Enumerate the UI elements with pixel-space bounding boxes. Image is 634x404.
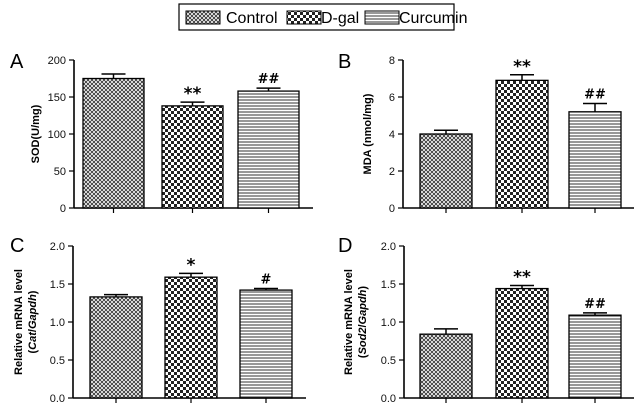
bar-control (419, 333, 473, 399)
y-tick-label: 0 (60, 203, 66, 215)
y-tick-label: 50 (54, 166, 66, 178)
y-axis-label-part: / (27, 329, 39, 332)
y-axis-label-part: Sod2 (357, 328, 369, 355)
y-tick-label: 200 (48, 55, 66, 67)
bar-control (82, 77, 145, 209)
significance-star-mark: * (187, 255, 196, 275)
significance-hash-mark: # (261, 273, 272, 288)
y-tick-label: 100 (48, 129, 66, 141)
legend-swatch-control (185, 10, 221, 25)
bar-curcumin (568, 314, 622, 399)
y-tick-label: 1.5 (381, 279, 396, 291)
significance-hash-mark: ## (258, 72, 280, 87)
y-tick-label: 2 (389, 166, 395, 178)
y-tick-label: 0.0 (50, 393, 65, 404)
bar-control (419, 133, 473, 209)
y-tick-label: 1.0 (50, 317, 65, 329)
y-tick-label: 2.0 (381, 241, 396, 253)
bar-control (89, 296, 143, 399)
bar-d-gal (495, 79, 549, 209)
y-tick-label: 0.0 (381, 393, 396, 404)
y-axis-label-part: / (357, 324, 369, 327)
significance-hash-mark: ## (584, 87, 606, 102)
y-axis-label-part: Gapdh (27, 294, 39, 329)
y-tick-label: 1.5 (50, 279, 65, 291)
legend: Control D-gal Curcumin (178, 3, 467, 31)
significance-star-mark: ** (184, 84, 202, 104)
panel-letter: A (10, 51, 24, 73)
legend-swatch-curcumin (364, 10, 400, 25)
significance-star-mark: ** (513, 57, 531, 77)
panel-a: A 0 50 100 150 200 ** ## SOD(U/mg) (10, 51, 313, 215)
y-axis-label-line1: Relative mRNA level (343, 269, 355, 375)
panel-letter: D (338, 235, 352, 257)
panel-c: C 0.0 0.5 1.0 1.5 2.0 * # Relative mRNA level (Ca… (10, 235, 306, 404)
y-tick-label: 0.5 (381, 355, 396, 367)
panel-b: B 0 2 4 6 8 ** ## MDA (nmol/mg) (338, 51, 634, 215)
y-axis-label: MDA (nmol/mg) (362, 93, 374, 174)
bar-curcumin (568, 111, 622, 209)
y-tick-label: 1.0 (381, 317, 396, 329)
legend-label-curcumin: Curcumin (399, 10, 467, 27)
y-tick-label: 6 (389, 92, 395, 104)
y-axis-label-line1: Relative mRNA level (13, 269, 25, 375)
y-axis-label-part: ( (27, 349, 39, 353)
bar-d-gal (495, 287, 549, 399)
y-axis-label-part: Cat (27, 331, 39, 350)
y-axis-label-part: ) (27, 290, 39, 294)
bar-curcumin (237, 90, 300, 209)
y-tick-label: 0 (389, 203, 395, 215)
legend-label-d-gal: D-gal (321, 10, 359, 27)
y-axis-label-line2: (Sod2/Gapdh) (357, 286, 369, 358)
y-axis-label-part: Gapdh (357, 289, 369, 324)
y-tick-label: 8 (389, 55, 395, 67)
y-tick-label: 0.5 (50, 355, 65, 367)
y-axis-label-part: ) (357, 286, 369, 290)
y-tick-label: 150 (48, 92, 66, 104)
legend-swatch-d-gal (286, 10, 322, 25)
y-axis-label-part: ( (357, 354, 369, 358)
y-tick-label: 4 (389, 129, 395, 141)
panel-d: D 0.0 0.5 1.0 1.5 2.0 ** ## Relative mRNA level(… (338, 235, 634, 404)
legend-label-control: Control (226, 10, 278, 27)
bar-d-gal (161, 105, 224, 209)
significance-hash-mark: ## (584, 297, 606, 312)
y-tick-label: 2.0 (50, 241, 65, 253)
bar-d-gal (164, 276, 218, 399)
bar-curcumin (239, 289, 293, 399)
chart-panels: A 0 50 100 150 200 ** ## SOD(U/mg) B 0 2 4 6 8 ** ## MDA … (10, 51, 634, 404)
significance-star-mark: ** (513, 268, 531, 288)
panel-letter: B (338, 51, 351, 73)
y-axis-label: SOD(U/mg) (30, 104, 42, 163)
y-axis-label-line2: (Cat/Gapdh) (27, 290, 39, 353)
panel-letter: C (10, 235, 24, 257)
